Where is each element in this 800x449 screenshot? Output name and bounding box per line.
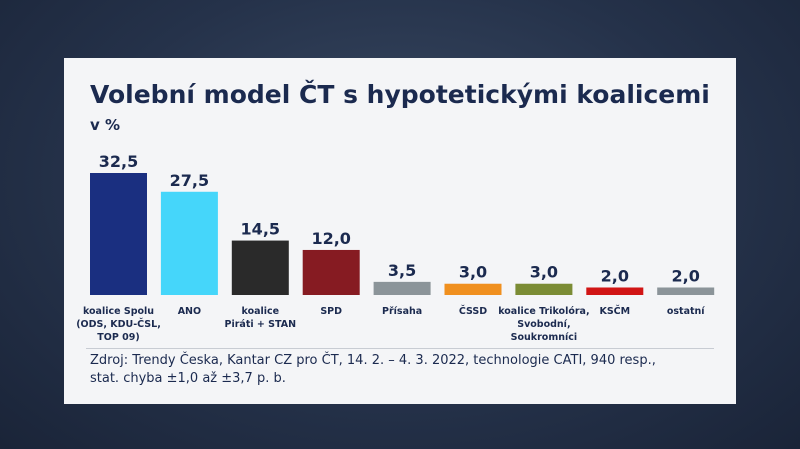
bar-1	[160, 191, 218, 295]
bar-value-label: 14,5	[241, 220, 280, 239]
category-label: koalice Spolu (ODS, KDU-ČSL, TOP 09)	[76, 306, 161, 343]
bar-value-label: 27,5	[170, 171, 209, 190]
category-label: koalice Trikolóra, Svobodní, Soukromníci	[498, 306, 589, 343]
bar-chart: 32,5 koalice Spolu (ODS, KDU-ČSL, TOP 09) 27…	[76, 152, 715, 343]
source-line-2: stat. chyba ±1,0 až ±3,7 p. b.	[90, 371, 286, 386]
bar-value-label: 32,5	[99, 152, 138, 171]
category-label: ostatní	[667, 306, 705, 317]
source-note: Zdroj: Trendy Česka, Kantar CZ pro ČT, 1…	[90, 352, 720, 388]
category-label: koalice Piráti + STAN	[225, 306, 297, 330]
chart-title: Volební model ČT s hypotetickými koalice…	[90, 80, 710, 109]
bar-2	[231, 240, 289, 295]
bar-3	[302, 249, 360, 295]
bar-value-label: 2,0	[601, 266, 629, 285]
category-label: KSČM	[599, 305, 630, 317]
bar-value-label: 2,0	[672, 266, 700, 285]
category-label: ČSSD	[459, 305, 487, 317]
bar-value-label: 12,0	[311, 229, 350, 248]
divider	[86, 348, 714, 349]
bar-value-label: 3,5	[388, 261, 416, 280]
bar-0	[90, 173, 147, 295]
bar-7	[586, 287, 644, 295]
category-label: Přísaha	[382, 306, 422, 317]
source-line-1: Zdroj: Trendy Česka, Kantar CZ pro ČT, 1…	[90, 353, 656, 368]
category-label: ANO	[178, 306, 201, 317]
unit-label: v %	[90, 116, 121, 134]
category-label: SPD	[320, 306, 342, 317]
bar-value-label: 3,0	[530, 263, 558, 282]
bar-4	[373, 281, 431, 295]
bar-value-label: 3,0	[459, 263, 487, 282]
bar-5	[444, 283, 502, 295]
bar-6	[515, 283, 573, 295]
chart-card: Volební model ČT s hypotetickými koalice…	[64, 58, 736, 404]
bar-8	[657, 287, 715, 295]
